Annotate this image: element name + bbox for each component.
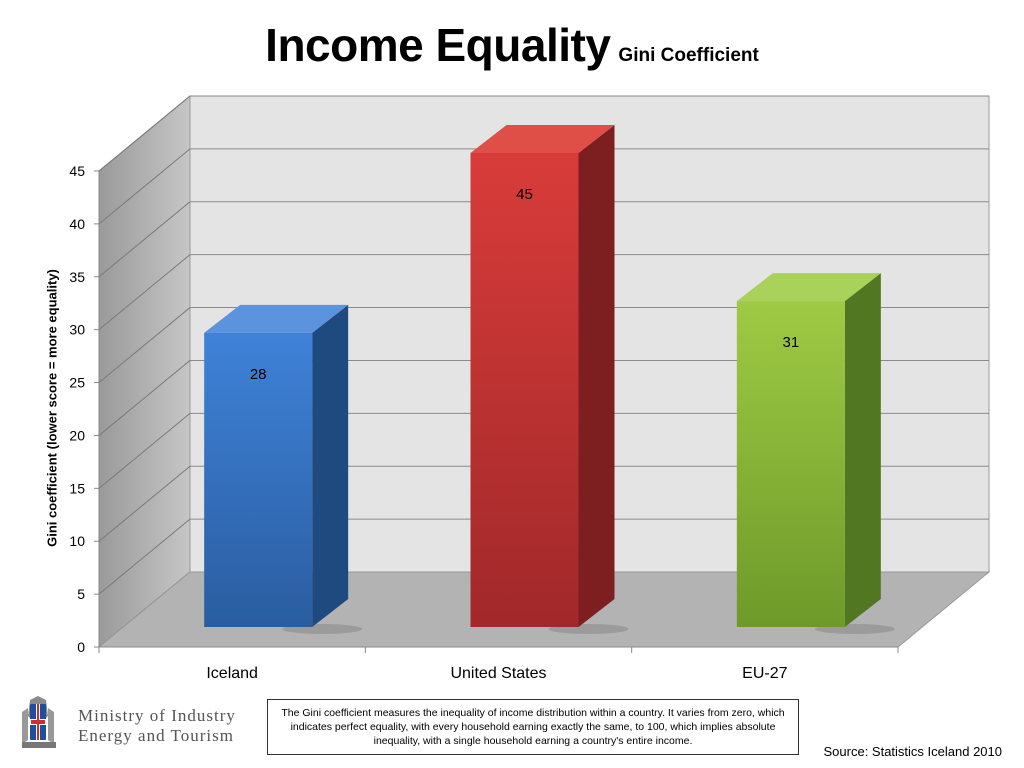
gridline-side <box>98 307 191 383</box>
y-tick-label: 20 <box>69 427 85 443</box>
bar-2 <box>736 301 845 627</box>
x-tick-label: Iceland <box>206 665 258 682</box>
data-label: 28 <box>250 366 267 383</box>
y-tick-label: 0 <box>77 639 85 655</box>
bar-top <box>736 273 881 302</box>
bar-top <box>204 304 349 333</box>
bar-0 <box>204 332 313 627</box>
x-tick-label: United States <box>450 665 546 682</box>
bar-side <box>578 125 615 627</box>
bar-chart: 28 45 31 0 5 10 15 20 25 30 35 40 45 Iceland United S… <box>69 94 991 682</box>
data-label: 31 <box>782 334 799 351</box>
bar-side <box>844 273 881 627</box>
footnote-box: The Gini coefficient measures the inequa… <box>267 699 799 755</box>
gridline-side <box>98 148 191 225</box>
chart-subtitle: Gini Coefficient <box>618 45 759 66</box>
bar-side <box>312 304 349 627</box>
gridline-side <box>98 201 191 278</box>
gridline-side <box>98 254 191 331</box>
ministry-name-line1: Ministry of Industry <box>78 706 236 725</box>
axes: 0 5 10 15 20 25 30 35 40 45 Iceland United States EU… <box>69 163 899 682</box>
coat-of-arms-icon <box>22 696 56 748</box>
y-tick-label: 45 <box>69 163 85 179</box>
y-tick-label: 10 <box>69 533 85 549</box>
chart-title-main: Income Equality <box>265 19 611 71</box>
x-tick-label: EU-27 <box>742 665 787 682</box>
bar-1 <box>470 153 579 627</box>
y-tick-label: 15 <box>69 480 85 496</box>
source-note: Source: Statistics Iceland 2010 <box>823 744 1003 759</box>
gridline-side <box>98 360 191 436</box>
y-tick-label: 40 <box>69 216 85 232</box>
chart-title: Income Equality Gini Coefficient <box>0 18 1024 72</box>
y-axis-label: Gini coefficient (lower score = more equ… <box>44 269 60 547</box>
gridline-side <box>98 412 191 489</box>
ministry-name-line2: Energy and Tourism <box>78 726 234 745</box>
y-tick-label: 25 <box>69 375 85 391</box>
y-tick-label: 35 <box>69 269 85 285</box>
gridline-side <box>98 95 191 172</box>
y-tick-label: 30 <box>69 322 85 338</box>
bar-top <box>470 125 615 153</box>
footnote-text: The Gini coefficient measures the inequa… <box>281 707 785 747</box>
data-label: 45 <box>516 186 533 203</box>
bars: 28 45 31 <box>204 125 895 634</box>
gridline-side <box>98 518 191 595</box>
y-tick-label: 5 <box>77 586 85 602</box>
ministry-logo <box>22 696 56 748</box>
gridline-side <box>98 465 191 542</box>
